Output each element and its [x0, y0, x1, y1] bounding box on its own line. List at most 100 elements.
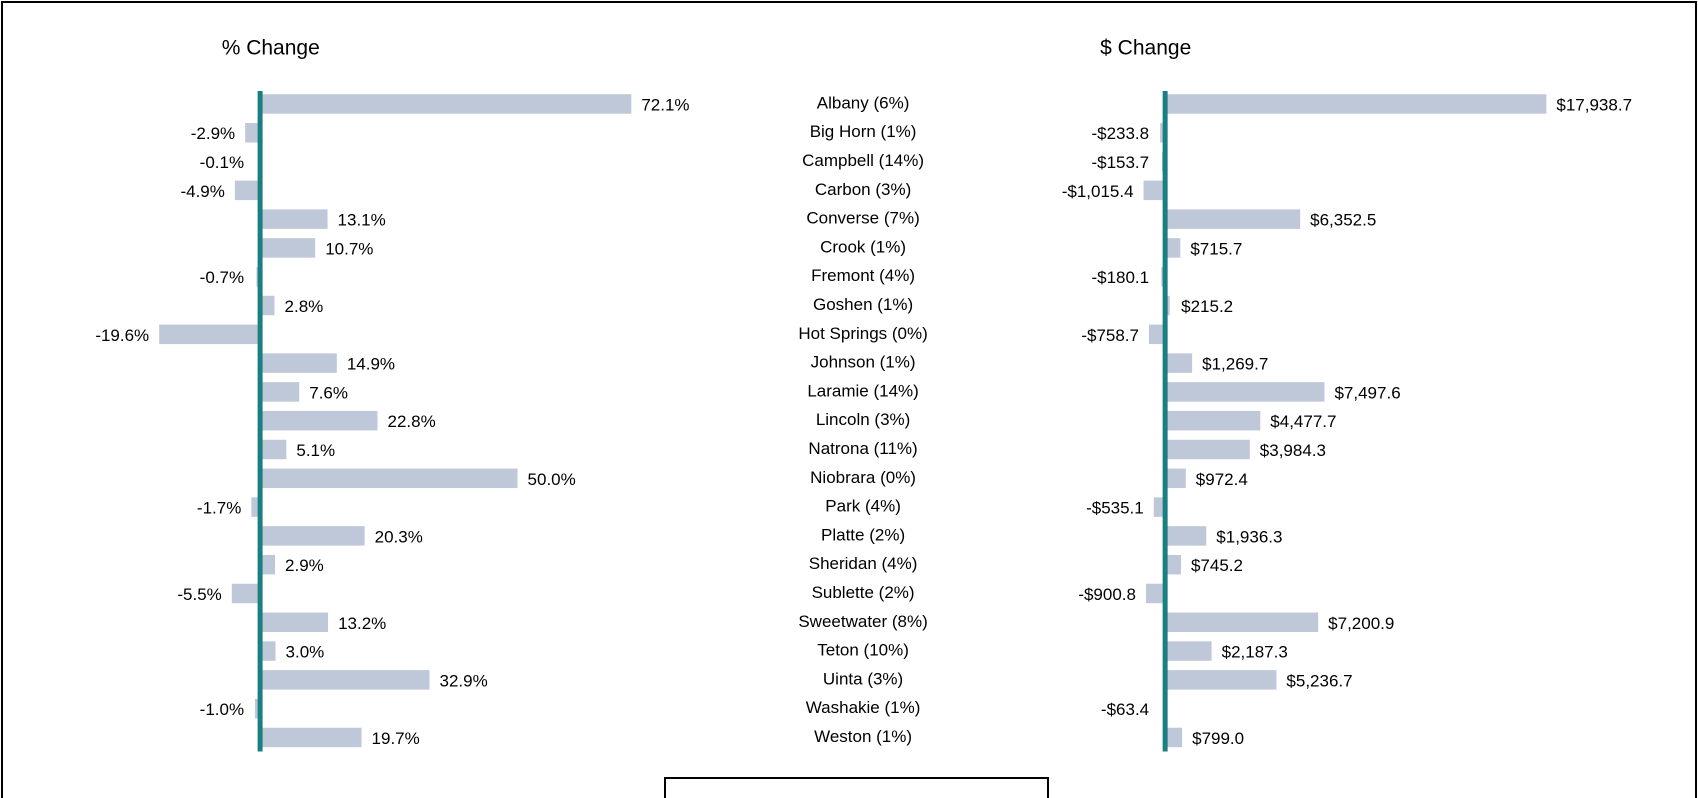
category-label: Natrona (11%) — [808, 439, 917, 458]
bar — [260, 238, 316, 258]
value-label: 10.7% — [325, 239, 373, 258]
category-label: Park (4%) — [825, 497, 901, 516]
category-label: Niobrara (0%) — [810, 468, 916, 487]
category-label: Lincoln (3%) — [816, 410, 911, 429]
category-label: Fremont (4%) — [811, 266, 915, 285]
bar — [1165, 468, 1186, 489]
category-label: Albany (6%) — [817, 93, 910, 112]
value-label: 19.7% — [372, 729, 420, 748]
value-label: -$180.1 — [1091, 268, 1149, 287]
bar — [260, 94, 632, 114]
bar — [260, 670, 430, 690]
category-label: Washakie (1%) — [806, 698, 921, 717]
bar — [1165, 238, 1181, 258]
category-label: Crook (1%) — [820, 237, 906, 256]
value-label: 3.0% — [286, 643, 325, 662]
bar — [260, 353, 337, 373]
bar — [1145, 583, 1166, 604]
value-label: $17,938.7 — [1556, 95, 1632, 114]
category-label: Weston (1%) — [814, 727, 912, 746]
category-label: Carbon (3%) — [815, 180, 911, 199]
value-label: 72.1% — [641, 95, 689, 114]
bar — [1165, 554, 1181, 575]
value-label: -$758.7 — [1081, 326, 1139, 345]
category-label: Goshen (1%) — [813, 295, 913, 314]
bar — [1165, 209, 1301, 229]
panel-title: $ Change — [1100, 36, 1191, 59]
legend-box — [664, 777, 1049, 798]
value-label: $745.2 — [1191, 556, 1243, 575]
category-label: Laramie (14%) — [807, 381, 919, 400]
bar — [1165, 612, 1319, 633]
value-label: -$153.7 — [1091, 153, 1149, 172]
category-label: Converse (7%) — [806, 209, 919, 228]
category-label: Uinta (3%) — [823, 669, 903, 688]
bar — [1165, 439, 1250, 460]
value-label: $215.2 — [1181, 297, 1233, 316]
value-label: -$1,015.4 — [1062, 182, 1134, 201]
bar — [245, 123, 261, 143]
value-label: 50.0% — [528, 470, 576, 489]
value-label: 20.3% — [375, 527, 423, 546]
value-label: $3,984.3 — [1260, 441, 1326, 460]
value-label: 22.8% — [387, 412, 435, 431]
bar — [1165, 641, 1212, 661]
value-label: 32.9% — [440, 671, 488, 690]
bar — [1143, 180, 1166, 201]
bar — [260, 727, 362, 748]
bar — [159, 324, 261, 345]
category-label: Big Horn (1%) — [810, 122, 917, 141]
bar — [234, 180, 261, 201]
bar — [260, 295, 275, 316]
value-label: -0.7% — [200, 268, 244, 287]
bar — [1149, 324, 1166, 345]
value-label: $2,187.3 — [1222, 643, 1288, 662]
value-label: $6,352.5 — [1310, 211, 1376, 230]
value-label: 13.1% — [338, 211, 386, 230]
value-label: 2.8% — [285, 297, 324, 316]
value-label: -4.9% — [180, 182, 224, 201]
value-label: -1.7% — [197, 499, 241, 518]
value-label: -19.6% — [95, 326, 149, 345]
value-label: -0.1% — [200, 153, 244, 172]
bar — [1165, 526, 1207, 546]
panel-title: % Change — [222, 36, 320, 59]
bar — [260, 526, 365, 546]
bar — [1165, 382, 1325, 402]
bar — [1153, 497, 1166, 517]
value-label: -2.9% — [191, 124, 235, 143]
value-label: $7,200.9 — [1328, 614, 1394, 633]
value-label: -$900.8 — [1078, 585, 1136, 604]
category-label: Hot Springs (0%) — [798, 324, 927, 343]
category-label: Platte (2%) — [821, 525, 905, 544]
bar — [1165, 670, 1277, 690]
bar — [260, 612, 329, 633]
value-label: $972.4 — [1196, 470, 1248, 489]
category-label: Teton (10%) — [817, 641, 909, 660]
value-label: -1.0% — [200, 700, 244, 719]
category-label: Campbell (14%) — [802, 151, 924, 170]
value-label: $1,269.7 — [1202, 355, 1268, 374]
bar — [260, 641, 276, 661]
value-label: -$63.4 — [1101, 700, 1149, 719]
bar — [260, 410, 378, 431]
value-label: 13.2% — [338, 614, 386, 633]
category-label: Sublette (2%) — [812, 583, 915, 602]
value-label: -$535.1 — [1086, 499, 1144, 518]
value-label: 14.9% — [347, 355, 395, 374]
bar — [251, 497, 261, 517]
value-label: $7,497.6 — [1334, 383, 1400, 402]
bar — [1165, 94, 1547, 114]
value-label: $799.0 — [1192, 729, 1244, 748]
value-label: $5,236.7 — [1286, 671, 1352, 690]
bar — [1165, 353, 1193, 373]
value-label: $715.7 — [1190, 239, 1242, 258]
bar — [260, 468, 518, 489]
value-label: 2.9% — [285, 556, 324, 575]
value-label: 7.6% — [309, 383, 348, 402]
value-label: $1,936.3 — [1216, 527, 1282, 546]
bar — [260, 209, 328, 229]
bar — [260, 554, 276, 575]
